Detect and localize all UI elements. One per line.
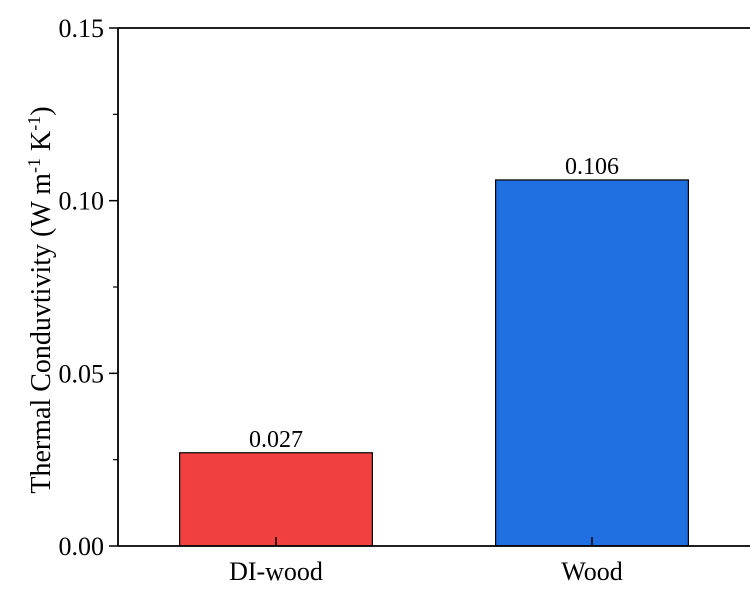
y-tick-label: 0.05 xyxy=(59,359,105,388)
bar-di-wood xyxy=(179,452,373,547)
x-tick-label: DI-wood xyxy=(229,557,323,584)
y-tick-label: 0.15 xyxy=(59,14,105,43)
y-axis-title: Thermal Conduvtivity (W m-1 K-1) xyxy=(24,106,57,493)
bar-wood xyxy=(495,179,689,547)
value-label: 0.027 xyxy=(249,427,303,453)
x-tick-label: Wood xyxy=(561,557,622,584)
y-tick-label: 0.10 xyxy=(59,187,105,216)
y-tick-label: 0.00 xyxy=(59,532,105,561)
value-label: 0.106 xyxy=(565,154,619,180)
